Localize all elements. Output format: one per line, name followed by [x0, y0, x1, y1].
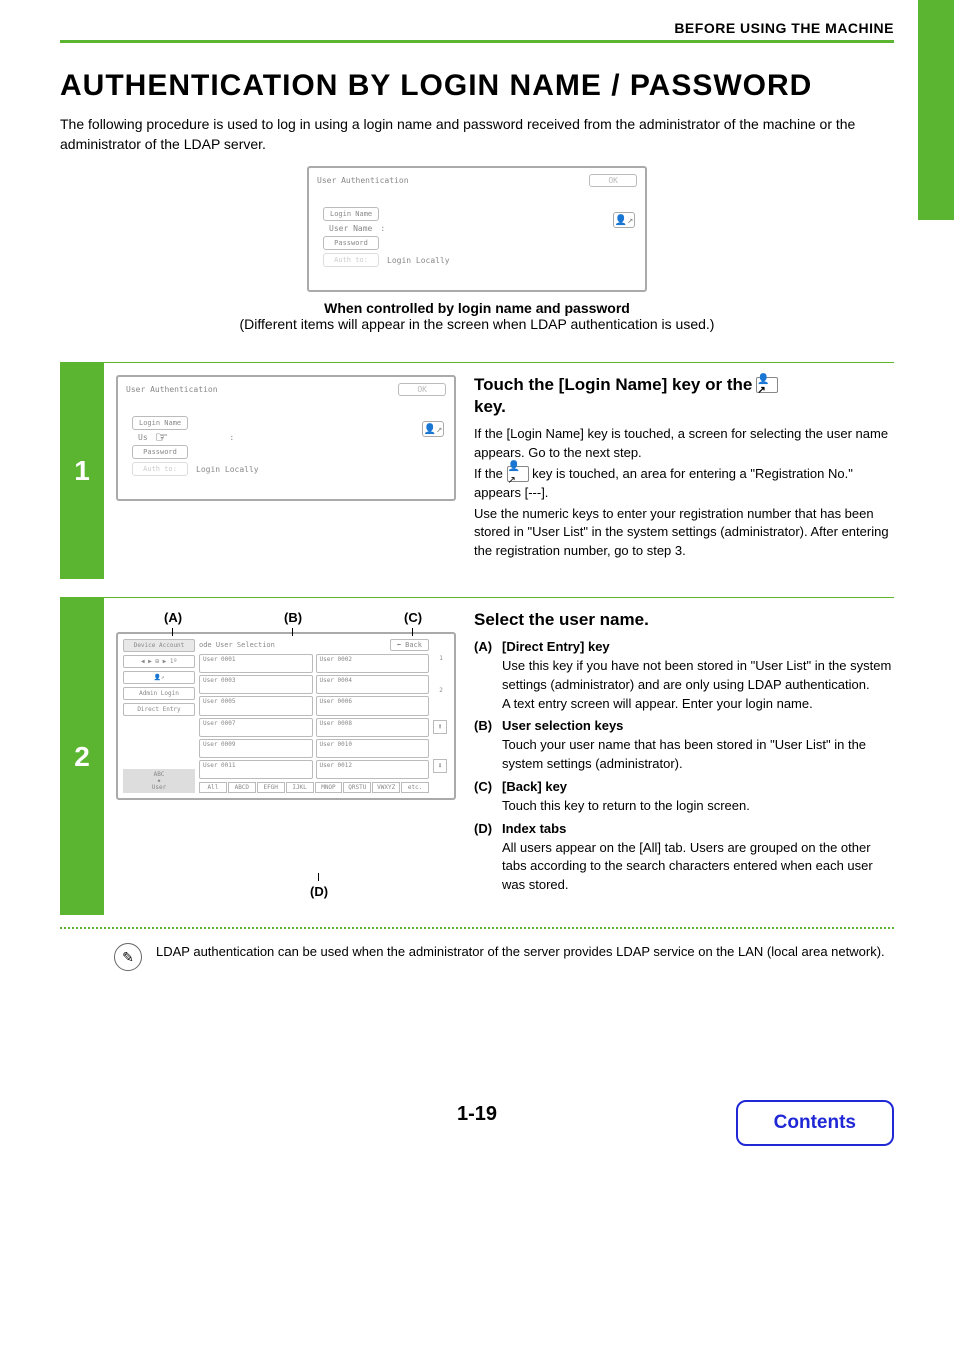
- header-rule: BEFORE USING THE MACHINE: [60, 20, 894, 43]
- user-cell[interactable]: User 0012: [316, 760, 430, 779]
- index-tab[interactable]: etc.: [401, 782, 429, 793]
- step2-heading: Select the user name.: [474, 610, 894, 630]
- callout-c: (C): [404, 610, 422, 625]
- index-tab[interactable]: VWXYZ: [372, 782, 400, 793]
- person-icon-button[interactable]: 👤↗: [613, 212, 635, 228]
- figure-caption: When controlled by login name and passwo…: [60, 300, 894, 332]
- scroll-up-button[interactable]: ⬆: [433, 720, 447, 734]
- index-tab[interactable]: EFGH: [257, 782, 285, 793]
- page: BEFORE USING THE MACHINE AUTHENTICATION …: [0, 0, 954, 1166]
- user-cell[interactable]: User 0009: [199, 739, 313, 758]
- login-name-button[interactable]: Login Name: [323, 207, 379, 221]
- device-account-button[interactable]: Device Account: [123, 639, 195, 652]
- user-cell[interactable]: User 0006: [316, 696, 430, 715]
- index-tab[interactable]: All: [199, 782, 227, 793]
- intro-text: The following procedure is used to log i…: [60, 115, 894, 154]
- scroll-down-button[interactable]: ⬇: [433, 759, 447, 773]
- user-cell[interactable]: User 0011: [199, 760, 313, 779]
- person-icon: 👤↗: [756, 377, 778, 393]
- user-cell[interactable]: User 0008: [316, 718, 430, 737]
- step1-heading: Touch the [Login Name] key or the 👤↗: [474, 375, 894, 395]
- note: ✎ LDAP authentication can be used when t…: [60, 941, 894, 983]
- step-1: 1 User Authentication OK Login Name User…: [60, 362, 894, 579]
- person-icon-button[interactable]: 👤↗: [422, 421, 444, 437]
- hand-cursor-icon: ☞: [156, 427, 167, 448]
- step1-p3: Use the numeric keys to enter your regis…: [474, 505, 894, 562]
- contents-button[interactable]: Contents: [736, 1100, 894, 1146]
- index-tab[interactable]: IJKL: [286, 782, 314, 793]
- abc-tab[interactable]: ABC ◆ User: [123, 769, 195, 793]
- user-selection-title: ode User Selection: [199, 641, 275, 649]
- side-tab: [918, 0, 954, 220]
- user-cell[interactable]: User 0005: [199, 696, 313, 715]
- nav-icons[interactable]: ◀ ▶ ⊞ ▶ 1º: [123, 655, 195, 668]
- callout-b: (B): [284, 610, 302, 625]
- person-icon-small[interactable]: 👤↗: [123, 671, 195, 684]
- user-cell[interactable]: User 0003: [199, 675, 313, 694]
- callout-d: (D): [310, 884, 328, 899]
- user-selection-panel: Device Account ◀ ▶ ⊞ ▶ 1º 👤↗ Admin Login…: [116, 632, 456, 800]
- ok-button[interactable]: OK: [589, 174, 637, 187]
- step-number: 1: [60, 363, 104, 579]
- callout-a: (A): [164, 610, 182, 625]
- auth-to-button: Auth to:: [323, 253, 379, 267]
- index-tab[interactable]: ABCD: [228, 782, 256, 793]
- user-cell[interactable]: User 0010: [316, 739, 430, 758]
- ok-button[interactable]: OK: [398, 383, 446, 396]
- header-section: BEFORE USING THE MACHINE: [60, 20, 894, 36]
- person-icon: 👤↗: [507, 466, 529, 482]
- user-cell[interactable]: User 0001: [199, 654, 313, 673]
- note-icon: ✎: [114, 943, 142, 971]
- back-button[interactable]: ⬅ Back: [390, 639, 429, 651]
- login-locally-label: Login Locally: [387, 256, 450, 265]
- direct-entry-button[interactable]: Direct Entry: [123, 703, 195, 716]
- user-cell[interactable]: User 0007: [199, 718, 313, 737]
- dotted-separator: [60, 927, 894, 929]
- step-number: 2: [60, 598, 104, 915]
- step-2: 2 (A) (B) (C) (D) Device Account ◀ ▶ ⊞ ▶…: [60, 597, 894, 983]
- admin-login-button[interactable]: Admin Login: [123, 687, 195, 700]
- auth-panel-figure: User Authentication OK Login Name User N…: [307, 166, 647, 292]
- step2-key-list: (A)[Direct Entry] keyUse this key if you…: [474, 638, 894, 895]
- auth-title: User Authentication: [317, 176, 409, 185]
- page-title: AUTHENTICATION BY LOGIN NAME / PASSWORD: [60, 69, 894, 103]
- auth-panel-step1: User Authentication OK Login Name User N…: [116, 375, 456, 501]
- user-name-label: User Name: [329, 224, 372, 233]
- user-cell[interactable]: User 0004: [316, 675, 430, 694]
- step1-p2: If the 👤↗ key is touched, an area for en…: [474, 465, 894, 503]
- index-tab[interactable]: QRSTU: [343, 782, 371, 793]
- step1-p1: If the [Login Name] key is touched, a sc…: [474, 425, 894, 463]
- user-cell[interactable]: User 0002: [316, 654, 430, 673]
- password-button[interactable]: Password: [323, 236, 379, 250]
- index-tab[interactable]: MNOP: [315, 782, 343, 793]
